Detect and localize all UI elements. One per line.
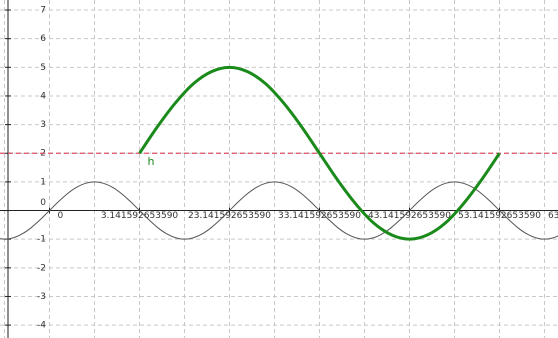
x-tick-label: 53.141592653590 (458, 211, 541, 221)
y-tick-label: 3 (40, 120, 46, 130)
y-tick-label: -3 (37, 292, 46, 302)
function-curve (0, 181, 558, 240)
y-tick-label: 4 (40, 91, 46, 101)
x-tick-label: 0 (58, 211, 64, 221)
y-tick-label: 5 (40, 63, 46, 73)
function-label: h (148, 155, 155, 168)
y-tick-label: 1 (40, 177, 46, 187)
x-tick-label: 33.141592653590 (278, 211, 361, 221)
x-tick-label: 63 (548, 211, 558, 221)
y-tick-label: 6 (40, 34, 46, 44)
y-tick-label: -4 (37, 321, 46, 331)
function-curve (138, 65, 501, 241)
y-tick-label: 0 (40, 198, 46, 208)
y-tick-label: 7 (40, 6, 46, 16)
x-tick-label: 3.141592653590 (101, 211, 179, 221)
y-tick-label: -1 (37, 235, 46, 245)
x-tick-label: 43.141592653590 (368, 211, 451, 221)
x-tick-label: 23.141592653590 (188, 211, 271, 221)
y-tick-label: -2 (37, 263, 46, 273)
